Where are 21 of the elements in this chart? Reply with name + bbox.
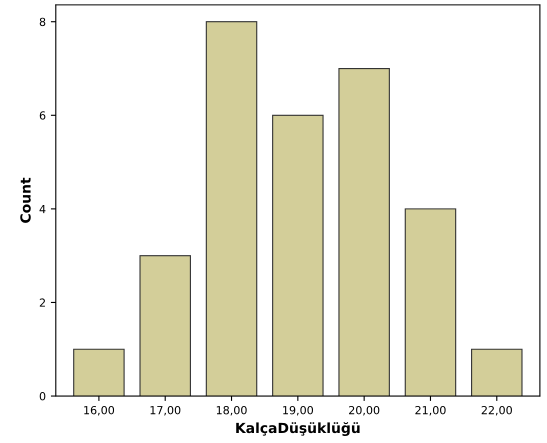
bar <box>139 255 191 396</box>
bar <box>206 21 258 396</box>
x-tick-label: 19,00 <box>283 406 314 416</box>
y-axis-title: Count <box>20 178 31 223</box>
bar <box>338 68 390 396</box>
x-tick-label: 18,00 <box>216 406 247 416</box>
bar <box>471 348 523 396</box>
x-tick-label: 17,00 <box>150 406 180 416</box>
x-tick-label: 22,00 <box>482 406 512 416</box>
x-axis-title: KalçaDüşüklüğü <box>236 422 360 436</box>
y-tick-label: 4 <box>40 205 46 214</box>
y-tick-label: 6 <box>40 111 46 120</box>
bar <box>272 114 324 396</box>
bar <box>404 208 456 396</box>
y-tick-label: 8 <box>40 18 46 26</box>
x-tick-label: 16,00 <box>84 406 114 416</box>
y-tick-label: 0 <box>40 392 46 400</box>
x-tick-label: 20,00 <box>349 406 380 416</box>
x-tick-label: 21,00 <box>415 406 446 416</box>
bar <box>73 348 125 396</box>
y-tick-label: 2 <box>40 298 45 307</box>
